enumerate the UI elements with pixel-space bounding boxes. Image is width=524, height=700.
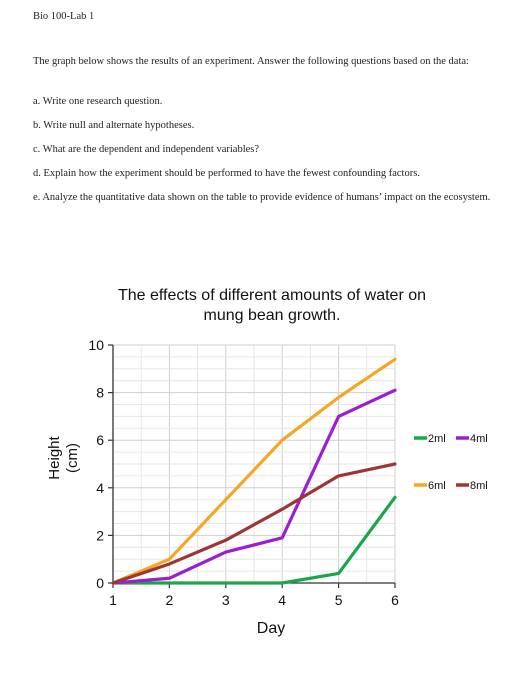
x-tick-labels: 1 2 3 4 5 6 — [109, 592, 399, 608]
y-tick-labels: 0 2 4 6 8 10 — [88, 337, 104, 591]
y-tick-label: 2 — [96, 527, 104, 543]
question-a: a. Write one research question. — [33, 96, 163, 107]
series-line-8ml — [111, 462, 397, 585]
grid — [112, 344, 396, 584]
y-tick-label: 10 — [88, 337, 104, 353]
question-e: e. Analyze the quantitative data shown o… — [33, 192, 491, 203]
x-tick-label: 5 — [335, 592, 343, 608]
axes — [108, 344, 396, 588]
line-chart: The effects of different amounts of wate… — [46, 287, 488, 637]
x-tick-label: 6 — [391, 592, 399, 608]
y-tick-label: 0 — [96, 575, 104, 591]
legend-label-4ml: 4ml — [470, 433, 488, 445]
y-axis-label-line-1: Height — [46, 435, 63, 479]
legend-label-8ml: 8ml — [470, 480, 488, 492]
x-tick-label: 4 — [278, 592, 286, 608]
x-tick-label: 2 — [166, 592, 174, 608]
legend: 2ml 4ml 6ml 8ml — [414, 433, 488, 492]
series-line-6ml — [111, 357, 397, 585]
legend-label-2ml: 2ml — [428, 433, 446, 445]
chart-title-line-2: mung bean growth. — [204, 307, 341, 324]
x-tick-label: 3 — [222, 592, 230, 608]
y-tick-label: 4 — [96, 480, 104, 496]
y-axis-label-line-2: (cm) — [64, 443, 81, 473]
series-lines — [111, 357, 397, 585]
x-axis-label: Day — [257, 620, 285, 637]
y-tick-label: 8 — [96, 385, 104, 401]
x-tick-label: 1 — [109, 592, 117, 608]
legend-label-6ml: 6ml — [428, 480, 446, 492]
chart-title-line-1: The effects of different amounts of wate… — [118, 287, 426, 304]
question-c: c. What are the dependent and independen… — [33, 144, 260, 155]
y-tick-label: 6 — [96, 432, 104, 448]
intro-paragraph: The graph below shows the results of an … — [33, 56, 469, 67]
series-line-2ml — [111, 495, 397, 585]
question-d: d. Explain how the experiment should be … — [33, 168, 420, 179]
series-line-4ml — [111, 388, 397, 585]
document-header: Bio 100-Lab 1 — [33, 11, 95, 22]
question-b: b. Write null and alternate hypotheses. — [33, 120, 195, 131]
